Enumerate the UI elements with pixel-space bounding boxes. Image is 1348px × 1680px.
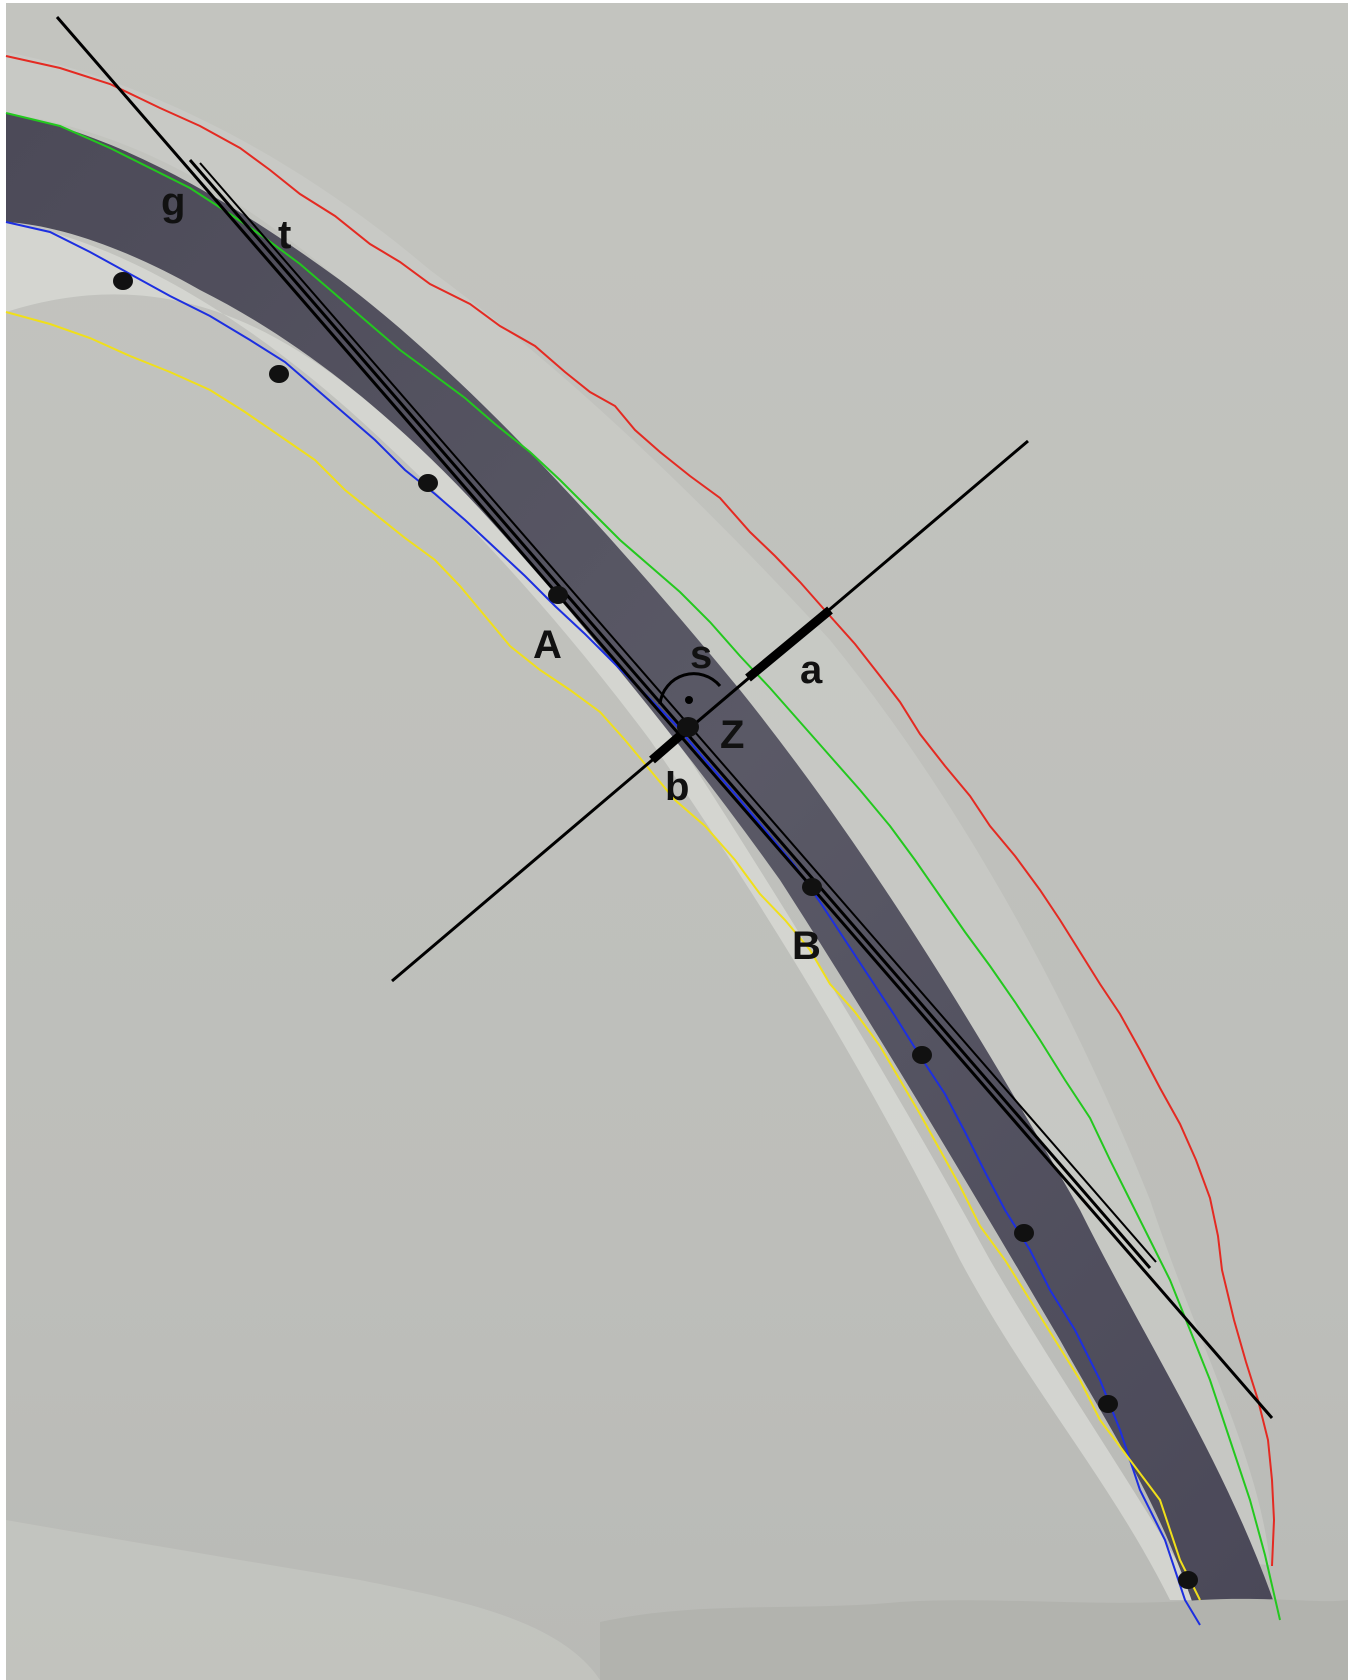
- segment-a: [745, 606, 833, 682]
- green-edge-curve: [5, 112, 1281, 1621]
- blue-edge-curve: [5, 221, 1201, 1626]
- line-g: [55, 16, 1274, 1419]
- label-s: s: [690, 633, 712, 677]
- point-B: [802, 878, 822, 896]
- point-A: [548, 586, 568, 604]
- bottom-glare: [6, 1520, 600, 1680]
- point-Z: [677, 717, 699, 737]
- label-b: b: [665, 765, 689, 809]
- label-A: A: [533, 623, 562, 667]
- point: [113, 272, 133, 290]
- dark-band: [6, 113, 1280, 1625]
- point: [418, 474, 438, 492]
- construction-lines: [55, 16, 1274, 1419]
- point: [1014, 1224, 1034, 1242]
- bottom-surface: [600, 1598, 1348, 1680]
- line-t: [188, 159, 1152, 1269]
- red-edge-curve: [5, 55, 1276, 1567]
- label-a: a: [800, 648, 823, 692]
- measurement-points: [113, 272, 1198, 1589]
- normal-line: [391, 439, 1029, 983]
- line-t-double: [199, 162, 1157, 1263]
- label-B: B: [792, 924, 821, 968]
- label-Z: Z: [720, 713, 744, 757]
- point: [1178, 1571, 1198, 1589]
- yellow-edge-curve: [5, 311, 1201, 1601]
- point: [912, 1046, 932, 1064]
- point: [1098, 1395, 1118, 1413]
- label-g: g: [161, 180, 185, 224]
- label-t: t: [278, 213, 291, 257]
- point: [269, 365, 289, 383]
- right-angle-arc: [658, 672, 722, 705]
- right-angle-dot: [685, 696, 693, 704]
